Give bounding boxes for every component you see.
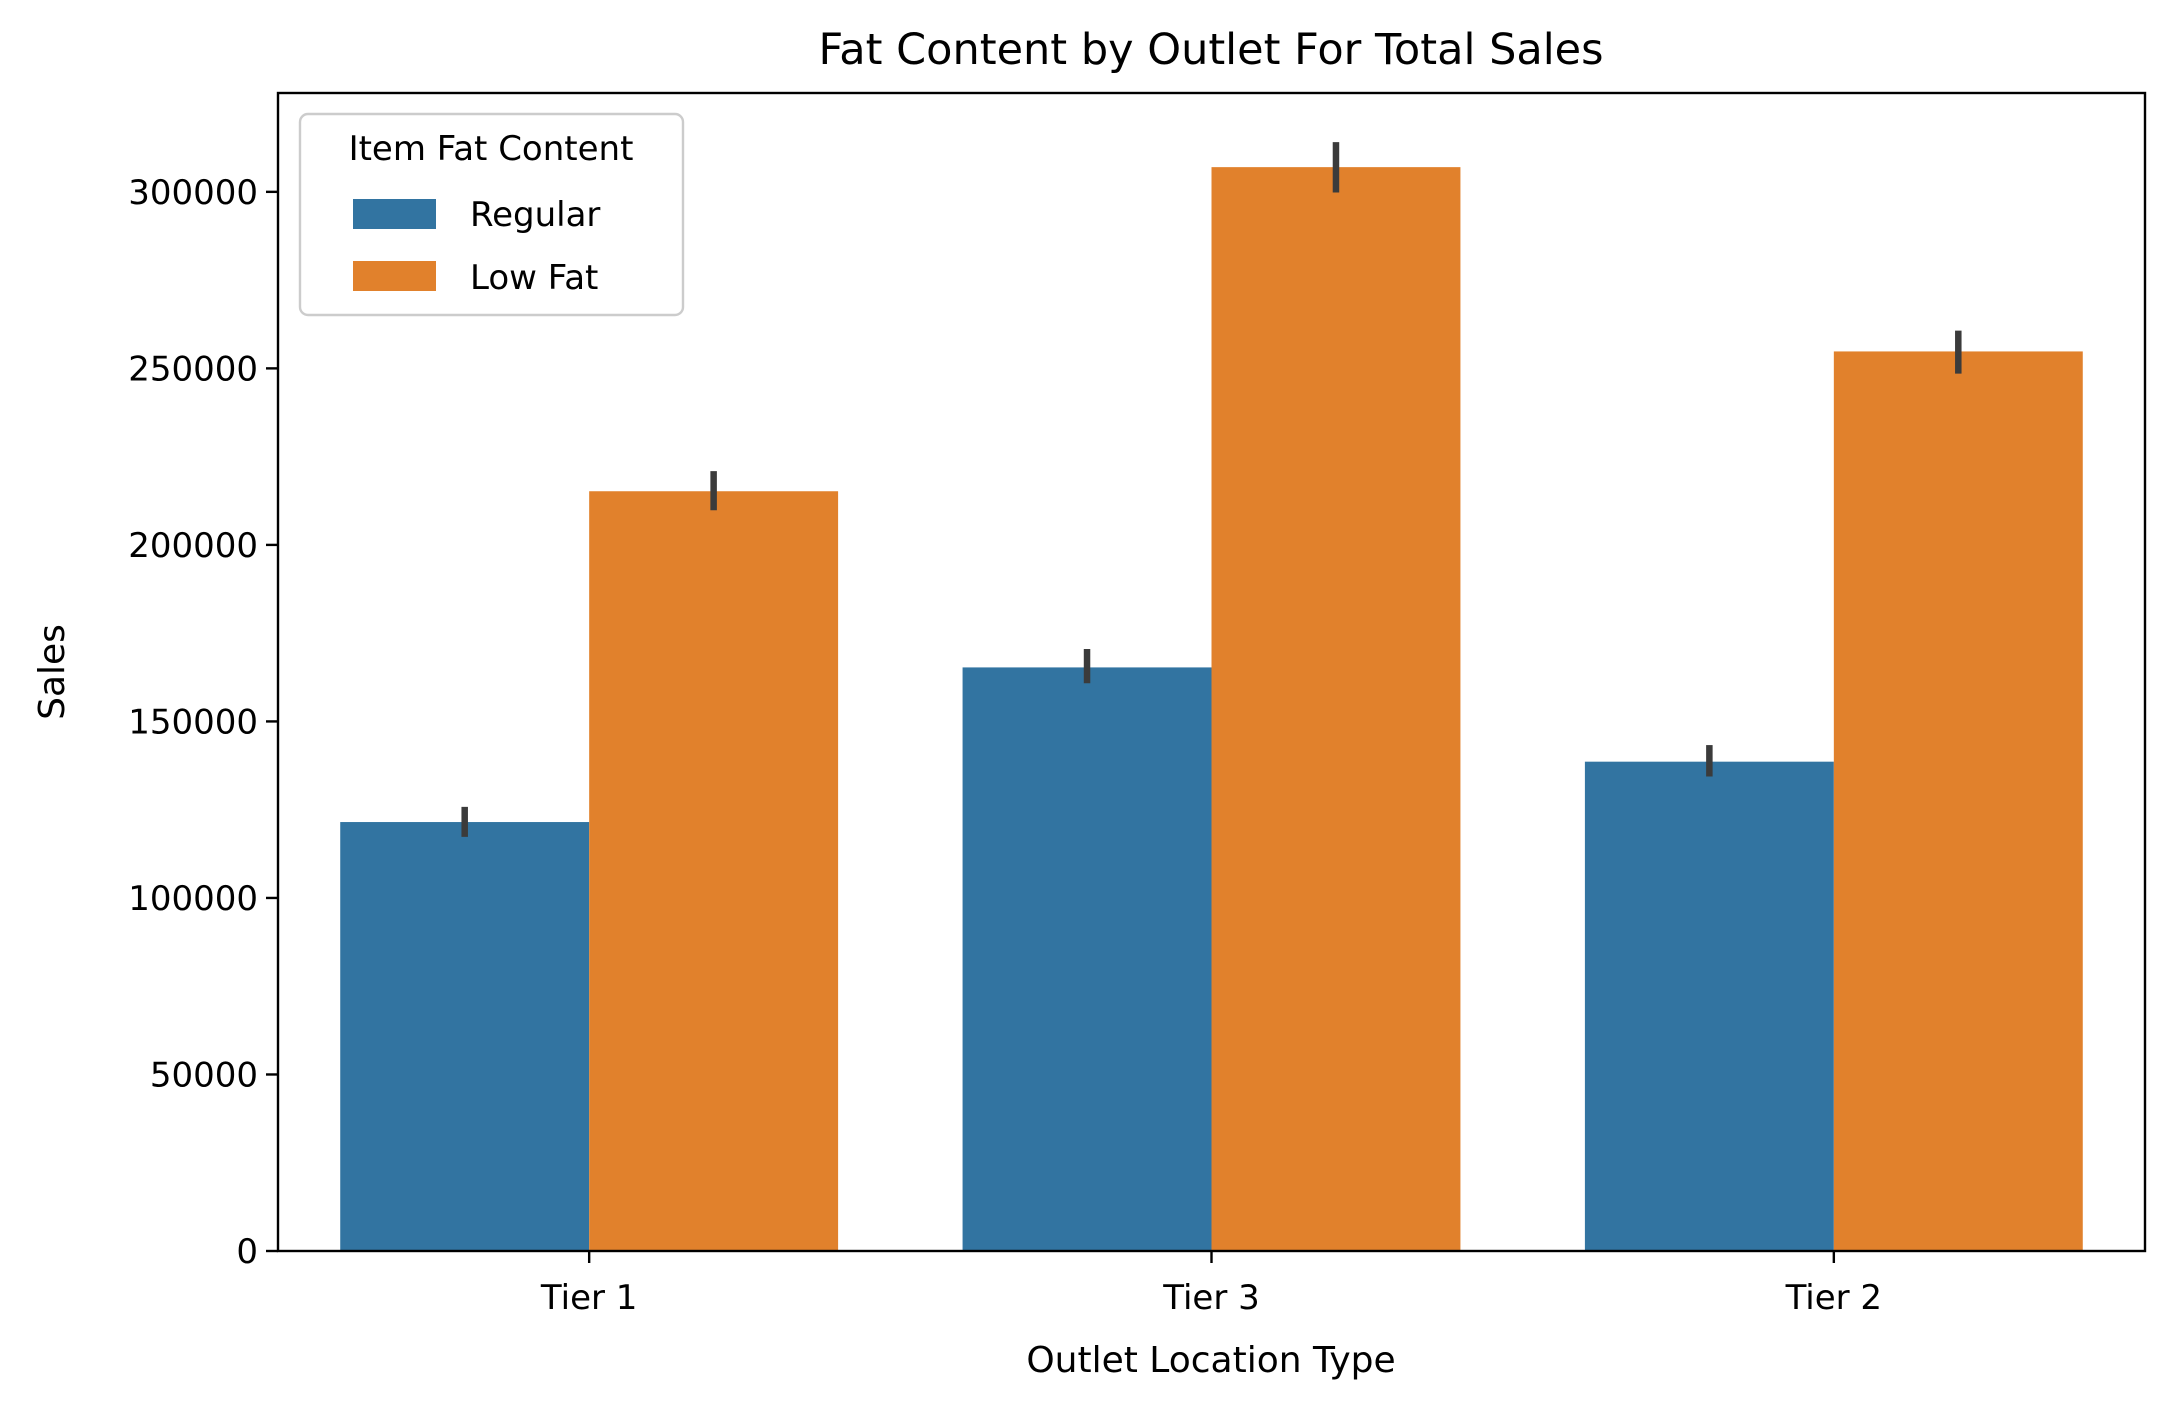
y-tick-label: 200000 (128, 526, 258, 566)
legend-swatch-regular (353, 199, 436, 229)
chart-title: Fat Content by Outlet For Total Sales (818, 25, 1603, 75)
x-tick-label: Tier 3 (1162, 1278, 1260, 1318)
y-axis-title: Sales (32, 624, 73, 720)
x-tick-label: Tier 2 (1785, 1278, 1883, 1318)
bar-regular-tier-2 (1584, 761, 1834, 1251)
legend-label-low-fat: Low Fat (470, 258, 598, 298)
y-tick-label: 50000 (150, 1055, 258, 1095)
y-tick-label: 250000 (128, 349, 258, 389)
x-axis-title: Outlet Location Type (1026, 1340, 1395, 1381)
legend-label-regular: Regular (470, 195, 600, 235)
legend: Item Fat Content Regular Low Fat (298, 112, 685, 317)
bar-low-fat-tier-2 (1833, 351, 2083, 1251)
legend-title: Item Fat Content (349, 129, 634, 169)
bar-regular-tier-1 (340, 822, 590, 1251)
bar-low-fat-tier-1 (589, 491, 839, 1251)
bar-low-fat-tier-3 (1211, 167, 1461, 1251)
y-tick-label: 150000 (128, 702, 258, 742)
y-axis: 0 50000 100000 150000 200000 250000 300000 (128, 173, 278, 1272)
error-bars-layer (461, 142, 1962, 837)
legend-swatch-low-fat (353, 261, 436, 291)
bars-layer (340, 167, 2083, 1251)
x-tick-label: Tier 1 (540, 1278, 638, 1318)
x-axis: Tier 1 Tier 3 Tier 2 (540, 1251, 1882, 1318)
y-tick-label: 100000 (128, 879, 258, 919)
y-tick-label: 300000 (128, 173, 258, 213)
bar-regular-tier-3 (962, 667, 1212, 1251)
y-tick-label: 0 (236, 1232, 258, 1272)
